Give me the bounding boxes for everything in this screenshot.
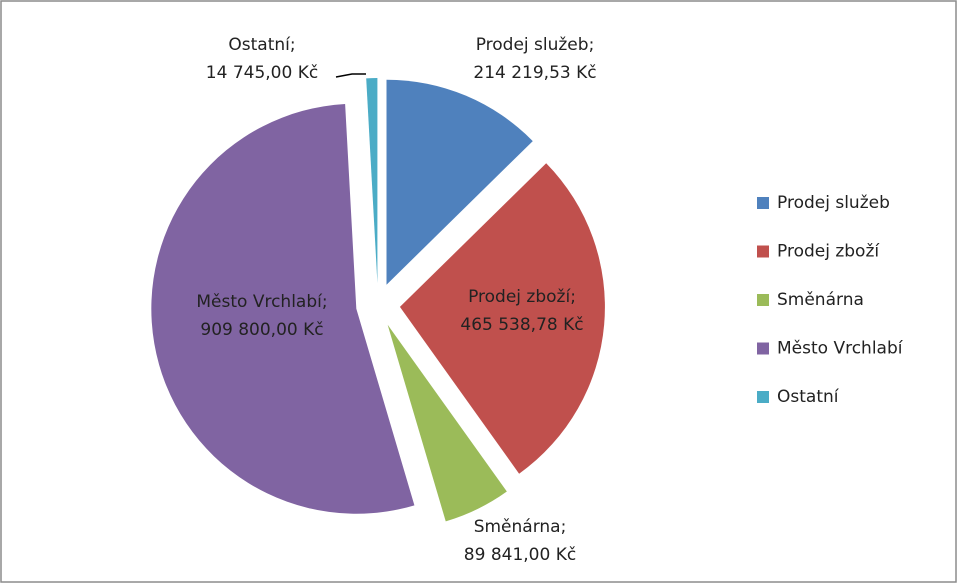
legend-label: Prodej zboží: [777, 242, 880, 262]
data-label-value: 465 538,78 Kč: [460, 315, 583, 335]
legend-label: Prodej služeb: [777, 193, 890, 213]
legend-swatch: [757, 342, 769, 355]
legend-label: Směnárna: [777, 290, 864, 310]
legend-swatch: [757, 391, 769, 403]
data-label-separator: ;: [570, 287, 576, 307]
pie-slice: [399, 163, 605, 474]
leader-line: [335, 73, 366, 78]
data-label-category: Prodej služeb: [476, 35, 589, 55]
legend-swatch: [757, 294, 769, 306]
data-label-separator: ;: [290, 35, 296, 55]
legend-label: Ostatní: [777, 387, 840, 407]
pie-slice: [387, 324, 507, 522]
data-label-category: Směnárna: [474, 517, 561, 537]
pie-slice: [366, 78, 378, 284]
data-label-separator: ;: [561, 517, 567, 537]
pie-slice: [386, 79, 533, 285]
data-label-value: 89 841,00 Kč: [464, 545, 576, 565]
data-label-category: Ostatní: [228, 35, 291, 55]
legend-label: Město Vrchlabí: [777, 339, 904, 359]
data-label-value: 14 745,00 Kč: [206, 63, 318, 83]
data-label-category: Prodej zboží: [468, 287, 571, 307]
data-label: Prodej služeb;: [476, 35, 595, 55]
data-label-value: 214 219,53 Kč: [473, 63, 596, 83]
data-label-separator: ;: [589, 35, 595, 55]
data-label-category: Město Vrchlabí: [196, 292, 323, 312]
data-label: Prodej zboží;: [468, 287, 576, 307]
legend-swatch: [757, 197, 769, 209]
legend-swatch: [757, 245, 769, 258]
data-label-value: 909 800,00 Kč: [200, 320, 323, 340]
data-label-separator: ;: [322, 292, 328, 312]
data-label: Ostatní;: [228, 35, 295, 55]
pie-slice: [151, 104, 415, 514]
data-label: Město Vrchlabí;: [196, 292, 327, 312]
data-label: Směnárna;: [474, 517, 567, 537]
